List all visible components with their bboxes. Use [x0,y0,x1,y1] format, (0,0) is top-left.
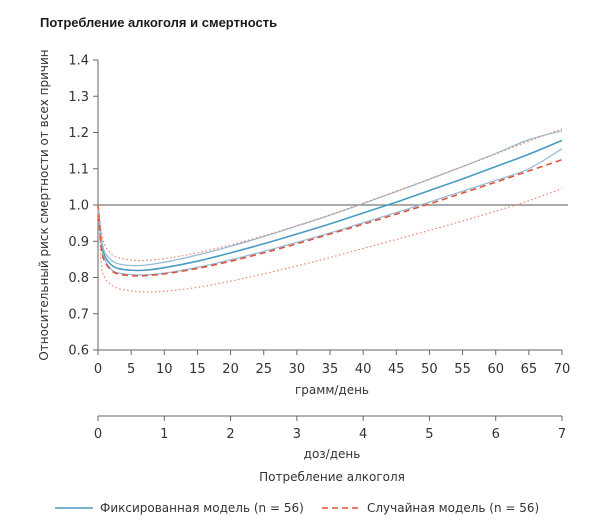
y-tick-label: 0.6 [68,344,89,359]
y-tick-label: 1.2 [68,126,89,141]
y-tick-label: 1.3 [68,90,89,105]
x2-tick-label: 5 [425,427,433,442]
secondary-axis: 0 1 2 3 4 5 6 7 [94,415,566,442]
y-tick-label: 0.8 [68,271,89,286]
x-tick-label: 15 [189,362,206,377]
x-tick-label: 0 [94,362,102,377]
x-group-label: Потребление алкоголя [259,470,405,484]
x-tick-label: 70 [554,362,571,377]
chart-title: Потребление алкоголя и смертность [40,15,277,30]
series-line-0 [97,139,563,272]
x-tick-label: 30 [289,362,306,377]
x-axis-label: грамм/день [295,383,369,397]
series-line-1 [97,130,563,267]
y-tick-label: 0.9 [68,235,89,250]
y-tick-label: 0.7 [68,307,89,322]
y-ticks: 0.6 0.7 0.8 0.9 1.0 1.1 1.2 1.3 1.4 [68,54,98,359]
x2-tick-label: 3 [293,427,301,442]
series-line-2 [97,148,563,276]
x2-tick-label: 1 [160,427,168,442]
x-tick-label: 40 [355,362,372,377]
series-group [97,128,563,293]
x2-tick-label: 6 [492,427,500,442]
legend-item-fixed: Фиксированная модель (n = 56) [55,501,304,515]
x-tick-label: 5 [127,362,135,377]
legend-item-random: Случайная модель (n = 56) [322,501,539,515]
x-tick-label: 65 [521,362,538,377]
legend-label-fixed: Фиксированная модель (n = 56) [100,501,304,515]
plot-area: 0.6 0.7 0.8 0.9 1.0 1.1 1.2 1.3 1.4 0 5 10 15 20 25 30… [68,54,570,378]
x2-ticks: 0 1 2 3 4 5 6 7 [94,416,566,442]
y-tick-label: 1.1 [68,162,89,177]
x-tick-label: 60 [487,362,504,377]
series-line-5 [97,188,563,293]
y-axis-label: Относительный риск смертности от всех пр… [37,49,51,360]
series-line-3 [97,158,563,277]
y-tick-label: 1.0 [68,199,89,214]
legend: Фиксированная модель (n = 56) Случайная … [55,501,539,515]
x-tick-label: 45 [388,362,405,377]
legend-label-random: Случайная модель (n = 56) [367,501,539,515]
x2-axis-label: доз/день [304,447,361,461]
x-tick-label: 35 [322,362,339,377]
y-tick-label: 1.4 [68,54,89,69]
x-tick-label: 10 [156,362,173,377]
series-line-4 [97,128,563,262]
x-tick-label: 55 [454,362,471,377]
x-tick-label: 50 [421,362,438,377]
x-tick-label: 20 [222,362,239,377]
x2-tick-label: 4 [359,427,367,442]
x2-tick-label: 7 [558,427,566,442]
x-ticks: 0 5 10 15 20 25 30 35 40 45 50 55 60 65 70 [94,350,570,377]
x2-tick-label: 2 [226,427,234,442]
x2-tick-label: 0 [94,427,102,442]
x-tick-label: 25 [255,362,272,377]
